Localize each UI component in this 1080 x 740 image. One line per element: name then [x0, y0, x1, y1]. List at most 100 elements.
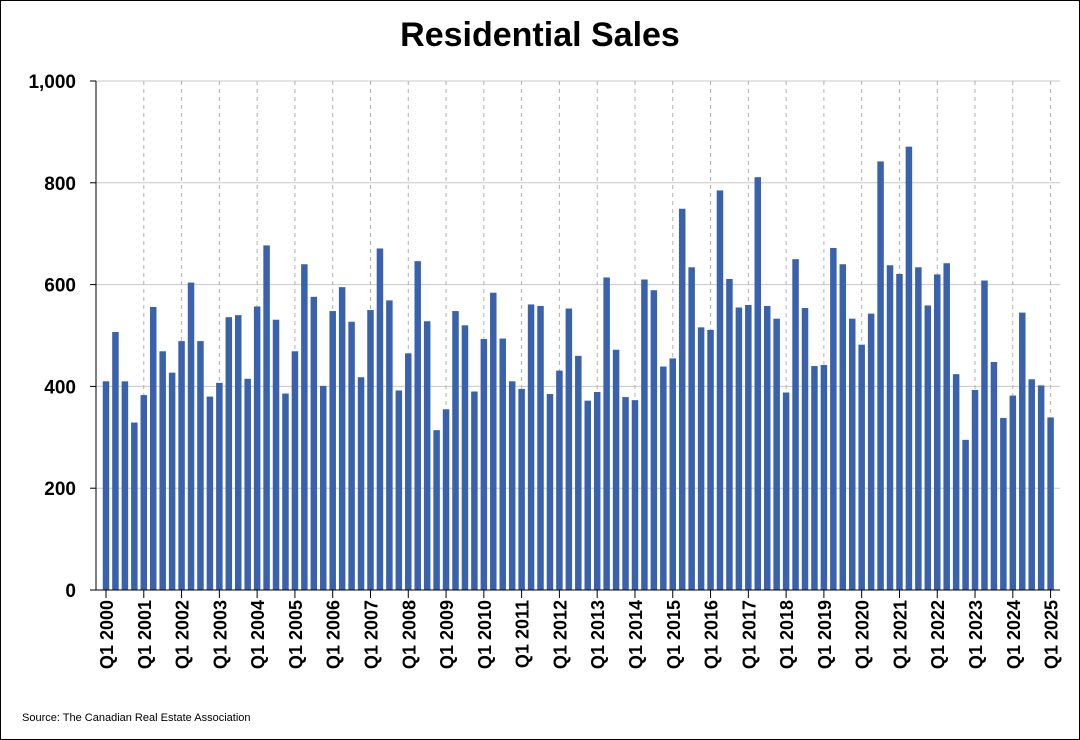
bar	[310, 296, 318, 590]
axes	[90, 80, 1060, 598]
bar	[178, 341, 185, 590]
bar	[745, 304, 752, 590]
bar	[669, 358, 677, 590]
bar	[537, 305, 544, 590]
bar	[357, 377, 365, 590]
bar	[660, 366, 667, 590]
bar	[971, 389, 979, 590]
x-tick-labels: Q1 2000 Q1 2001 Q1 2002 Q1 2003 Q1 2004 Q1 20…	[97, 600, 1062, 669]
bar	[234, 315, 242, 590]
bar	[584, 400, 591, 590]
bar	[943, 263, 950, 590]
y-tick-label: 200	[44, 479, 76, 500]
x-tick-label: Q1 2017	[739, 600, 759, 669]
bar	[480, 339, 488, 590]
bar	[452, 311, 459, 590]
bar	[650, 290, 658, 590]
bar	[603, 277, 610, 590]
bar	[726, 279, 733, 590]
bar	[263, 245, 270, 591]
bar	[858, 344, 865, 590]
bar	[952, 374, 960, 590]
bar	[924, 305, 932, 590]
bar	[338, 287, 346, 590]
bar	[641, 279, 648, 590]
bar	[905, 146, 913, 590]
bar	[216, 382, 223, 590]
bar	[527, 304, 535, 590]
x-tick-label: Q1 2018	[777, 600, 797, 669]
bar	[461, 325, 469, 590]
bar	[1019, 312, 1026, 590]
bar	[678, 208, 686, 590]
y-tick-label: 600	[44, 276, 76, 297]
bar	[867, 313, 875, 590]
bar	[593, 391, 601, 590]
bar	[320, 385, 327, 590]
bar	[225, 317, 233, 590]
bar	[149, 306, 157, 590]
x-tick-label: Q1 2025	[1042, 600, 1062, 669]
bar	[1000, 417, 1007, 590]
x-tick-label: Q1 2005	[286, 600, 306, 669]
bar	[707, 329, 714, 590]
y-tick-label: 400	[44, 377, 76, 398]
x-tick-label: Q1 2003	[210, 600, 230, 669]
bar	[244, 378, 251, 590]
bar	[206, 396, 214, 590]
y-tick-label: 1,000	[28, 72, 76, 93]
x-tick-label: Q1 2023	[966, 600, 986, 669]
bar	[367, 310, 374, 590]
x-tick-label: Q1 2008	[399, 600, 419, 669]
x-tick-label: Q1 2016	[702, 600, 722, 669]
bar	[386, 300, 393, 590]
bar	[376, 248, 384, 590]
bar	[499, 338, 506, 590]
bar	[575, 355, 582, 590]
bar	[348, 321, 355, 590]
bar	[131, 422, 138, 590]
bar	[754, 177, 762, 591]
bar	[405, 353, 412, 590]
bar	[197, 341, 204, 590]
bar	[792, 259, 799, 590]
bar	[1047, 417, 1054, 590]
x-tick-label: Q1 2013	[588, 600, 608, 669]
y-tick-labels: 0 200 400 600 800 1,000	[28, 72, 76, 602]
bar	[121, 381, 129, 590]
bar	[848, 318, 856, 590]
bar	[820, 365, 828, 590]
bar	[490, 292, 497, 590]
x-tick-label: Q1 2012	[550, 600, 570, 669]
bar	[716, 190, 724, 590]
bar	[253, 306, 261, 590]
y-tick-label: 0	[65, 581, 76, 602]
x-tick-label: Q1 2022	[928, 600, 948, 669]
x-tick-label: Q1 2021	[890, 600, 910, 669]
bar	[915, 267, 922, 590]
bar	[395, 390, 403, 590]
bar	[518, 388, 525, 590]
bar	[159, 351, 166, 590]
bar	[697, 327, 705, 590]
bar	[773, 318, 780, 590]
bar	[933, 274, 941, 590]
x-tick-label: Q1 2019	[815, 600, 835, 669]
bar	[291, 351, 299, 590]
bar	[282, 393, 289, 590]
bar	[612, 349, 620, 590]
bar	[329, 311, 336, 590]
bar	[168, 372, 176, 590]
x-tick-label: Q1 2006	[324, 600, 344, 669]
bar	[272, 319, 280, 590]
x-tick-label: Q1 2024	[1004, 600, 1024, 669]
bar	[112, 331, 119, 590]
x-tick-label: Q1 2001	[135, 600, 155, 669]
bar	[508, 381, 516, 590]
bar	[1037, 385, 1045, 590]
x-tick-label: Q1 2007	[361, 600, 381, 669]
bar	[140, 395, 148, 590]
bars	[102, 146, 1054, 591]
y-tick-label: 800	[44, 174, 76, 195]
